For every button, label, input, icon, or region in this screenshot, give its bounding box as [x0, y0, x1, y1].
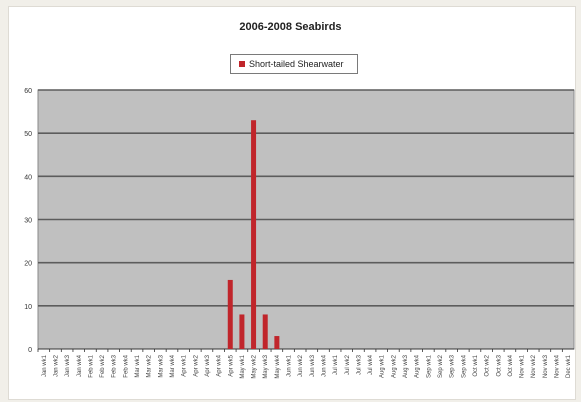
x-tick-label: Oct wk4 [508, 354, 514, 376]
y-tick-label: 40 [24, 174, 32, 181]
x-tick-label: Jan wk3 [65, 354, 71, 377]
legend-label: Short-tailed Shearwater [249, 59, 344, 69]
x-tick-label: Nov wk2 [531, 354, 537, 378]
x-tick-label: Aug wk3 [403, 354, 409, 378]
y-tick-label: 60 [24, 88, 32, 95]
x-tick-label: Mar wk2 [147, 354, 153, 377]
x-tick-label: Mar wk3 [158, 354, 164, 377]
x-tick-label: Jun wk4 [321, 354, 327, 377]
legend-swatch [239, 61, 245, 67]
x-tick-label: Jun wk2 [298, 354, 304, 377]
x-tick-label: Nov wk4 [555, 354, 561, 378]
x-tick-label: Aug wk4 [415, 354, 421, 378]
x-tick-label: Oct wk2 [485, 354, 491, 376]
bar [262, 314, 268, 349]
x-tick-label: Oct wk1 [473, 354, 479, 376]
x-tick-label: Nov wk1 [520, 354, 526, 378]
x-tick-label: Mar wk1 [135, 354, 141, 377]
x-tick-label: Jan wk1 [42, 354, 48, 377]
x-tick-label: Dec wk1 [566, 354, 572, 378]
x-tick-label: Apr wk1 [182, 354, 188, 376]
x-tick-label: May wk4 [275, 354, 281, 378]
x-tick-label: Jan wk4 [77, 354, 83, 377]
bar [227, 279, 233, 349]
x-tick-label: Jun wk1 [287, 354, 293, 377]
x-tick-label: Jul wk2 [345, 354, 351, 375]
x-tick-label: Aug wk2 [391, 354, 397, 378]
x-tick-label: Feb wk1 [88, 354, 94, 377]
y-tick-label: 30 [24, 218, 32, 225]
x-tick-label: Jun wk3 [310, 354, 316, 377]
chart-title: 2006-2008 Seabirds [239, 21, 342, 33]
x-tick-label: Jan wk2 [53, 354, 59, 377]
x-tick-label: May wk1 [240, 354, 246, 378]
x-tick-label: Apr wk2 [193, 354, 199, 376]
x-tick-label: Sep wk4 [461, 354, 467, 378]
x-tick-label: May wk2 [252, 354, 258, 378]
bar [274, 336, 280, 349]
x-tick-label: Oct wk3 [496, 354, 502, 376]
x-tick-label: Jul wk3 [356, 354, 362, 375]
bar [239, 314, 245, 349]
y-tick-label: 20 [24, 261, 32, 268]
x-tick-label: Feb wk3 [112, 354, 118, 377]
x-tick-label: May wk3 [263, 354, 269, 378]
x-tick-label: Feb wk4 [123, 354, 129, 377]
x-tick-label: Apr wk3 [205, 354, 211, 376]
x-tick-label: Nov wk3 [543, 354, 549, 378]
x-tick-label: Apr wk5 [228, 354, 234, 376]
x-tick-label: Sep wk3 [450, 354, 456, 378]
y-tick-label: 10 [24, 304, 32, 311]
x-tick-label: Feb wk2 [100, 354, 106, 377]
x-tick-label: Aug wk1 [380, 354, 386, 378]
x-tick-label: Jul wk4 [368, 354, 374, 375]
y-tick-label: 50 [24, 131, 32, 138]
x-tick-label: Sep wk2 [438, 354, 444, 378]
x-tick-label: Sep wk1 [426, 354, 432, 378]
y-tick-label: 0 [28, 347, 32, 354]
x-tick-label: Jul wk1 [333, 354, 339, 375]
x-tick-label: Mar wk4 [170, 354, 176, 377]
bar [251, 120, 257, 349]
legend: Short-tailed Shearwater [230, 54, 358, 74]
x-tick-label: Apr wk4 [217, 354, 223, 376]
